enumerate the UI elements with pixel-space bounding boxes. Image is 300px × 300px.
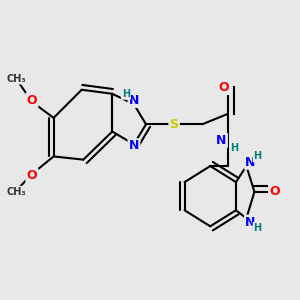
Text: CH₃: CH₃ [6,187,26,197]
Text: O: O [27,169,37,182]
Text: N: N [129,140,139,152]
Text: N: N [245,155,256,169]
Text: N: N [216,134,227,147]
Text: O: O [219,81,229,94]
Text: N: N [245,216,256,229]
Text: H: H [254,223,262,233]
Text: N: N [129,94,139,107]
Text: S: S [169,118,178,131]
Text: O: O [269,185,280,198]
Text: H: H [122,89,130,99]
Text: H: H [230,143,238,153]
Text: O: O [27,94,37,107]
Text: H: H [254,152,262,161]
Text: CH₃: CH₃ [6,74,26,83]
